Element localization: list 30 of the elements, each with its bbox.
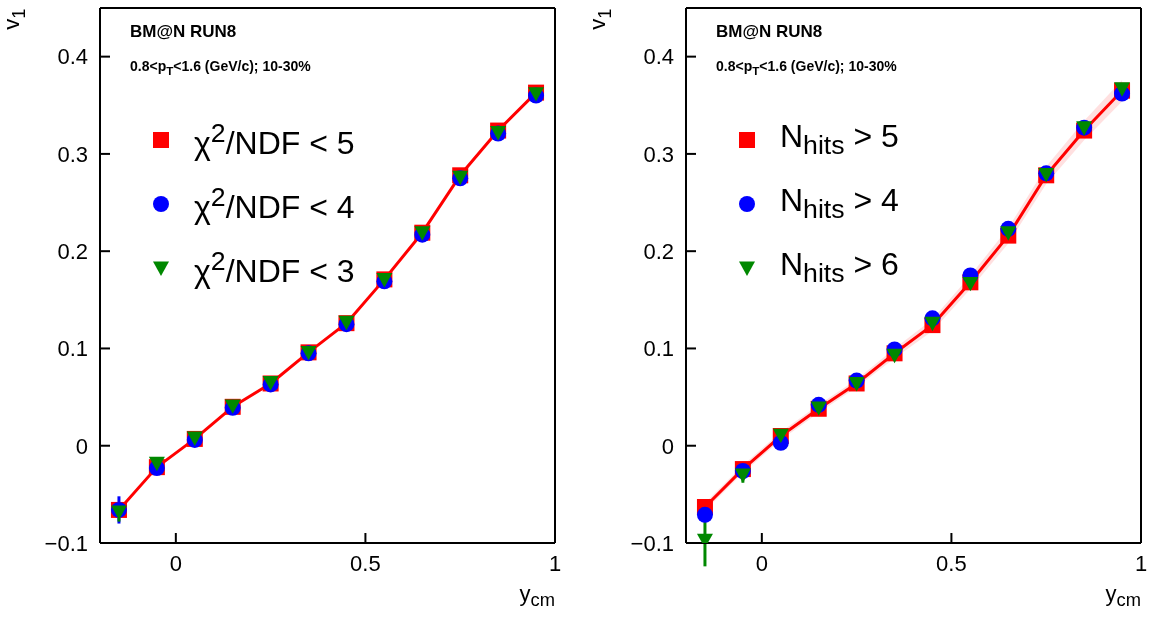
y-tick-label: 0.1: [643, 336, 674, 362]
legend-label: N$_{hits}$ > 6: [780, 246, 899, 290]
y-tick-label: −0.1: [630, 530, 674, 556]
legend-label: N$_{hits}$ > 5: [780, 118, 899, 162]
legend-label: χ$^{2}$/NDF < 4: [194, 182, 355, 226]
y-tick-label: 0.1: [57, 336, 88, 362]
y-tick-label: −0.1: [44, 530, 88, 556]
y-tick-label: 0.4: [57, 44, 88, 70]
y-tick-label: 0.4: [643, 44, 674, 70]
annotation: 0.8<p$_{T}$<1.6 (GeV/c); 10-30%: [716, 58, 897, 77]
x-tick-label: 0.5: [936, 550, 967, 576]
y-tick-label: 0.3: [57, 141, 88, 167]
legend-label: N$_{hits}$ > 4: [780, 182, 899, 226]
y-tick-label: 0.3: [643, 141, 674, 167]
y-tick-label: 0: [75, 433, 88, 459]
legend-label: χ$^{2}$/NDF < 5: [194, 118, 355, 162]
x-tick-label: 1: [548, 550, 562, 576]
annotation: 0.8<p$_{T}$<1.6 (GeV/c); 10-30%: [130, 58, 311, 77]
x-axis-title: y$_{cm}$: [519, 581, 555, 612]
legend-label: χ$^{2}$/NDF < 3: [194, 246, 355, 290]
x-tick-label: 0: [755, 550, 768, 576]
annotation: BM@N RUN8: [130, 22, 237, 42]
y-tick-label: 0.2: [643, 238, 674, 264]
y-tick-label: 0: [661, 433, 674, 459]
x-tick-label: 0.5: [350, 550, 381, 576]
x-axis-title: y$_{cm}$: [1105, 581, 1141, 612]
annotation: BM@N RUN8: [716, 22, 823, 42]
x-tick-label: 0: [169, 550, 182, 576]
y-tick-label: 0.2: [57, 238, 88, 264]
x-tick-label: 1: [1134, 550, 1148, 576]
